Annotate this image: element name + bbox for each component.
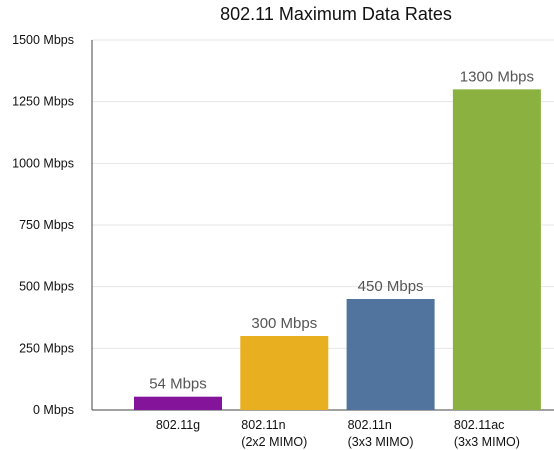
bar [240, 336, 329, 410]
bar [134, 396, 222, 410]
bar-value-label: 1300 Mbps [460, 68, 534, 85]
y-tick-label: 500 Mbps [19, 280, 74, 294]
y-tick-label: 1000 Mbps [12, 156, 74, 170]
x-category-label: 802.11g [156, 418, 200, 432]
bar-value-label: 450 Mbps [358, 278, 424, 295]
bars [134, 89, 541, 410]
x-category-label: 802.11n [348, 418, 392, 432]
y-tick-label: 250 Mbps [19, 341, 74, 355]
chart-title: 802.11 Maximum Data Rates [220, 4, 452, 24]
y-tick-label: 750 Mbps [19, 218, 74, 232]
x-axis-categories: 802.11g 802.11n (2x2 MIMO) 802.11n (3x3 MIMO… [156, 418, 520, 449]
y-axis-ticks: 0 Mbps 250 Mbps 500 Mbps 750 Mbps 1000 Mbps 1… [12, 33, 74, 417]
x-category-label: (3x3 MIMO) [454, 435, 520, 449]
bar [452, 89, 541, 410]
x-category-label: (3x3 MIMO) [348, 435, 414, 449]
x-category-label: (2x2 MIMO) [241, 435, 307, 449]
bar-value-label: 300 Mbps [251, 315, 317, 332]
x-category-label: 802.11n [241, 418, 285, 432]
data-labels: 54 Mbps 300 Mbps 450 Mbps 1300 Mbps [149, 68, 534, 392]
y-tick-label: 1500 Mbps [12, 33, 74, 47]
y-tick-label: 1250 Mbps [12, 95, 74, 109]
x-category-label: 802.11ac [454, 418, 505, 432]
bar [346, 299, 435, 410]
bar-value-label: 54 Mbps [149, 376, 207, 393]
y-tick-label: 0 Mbps [33, 403, 74, 417]
